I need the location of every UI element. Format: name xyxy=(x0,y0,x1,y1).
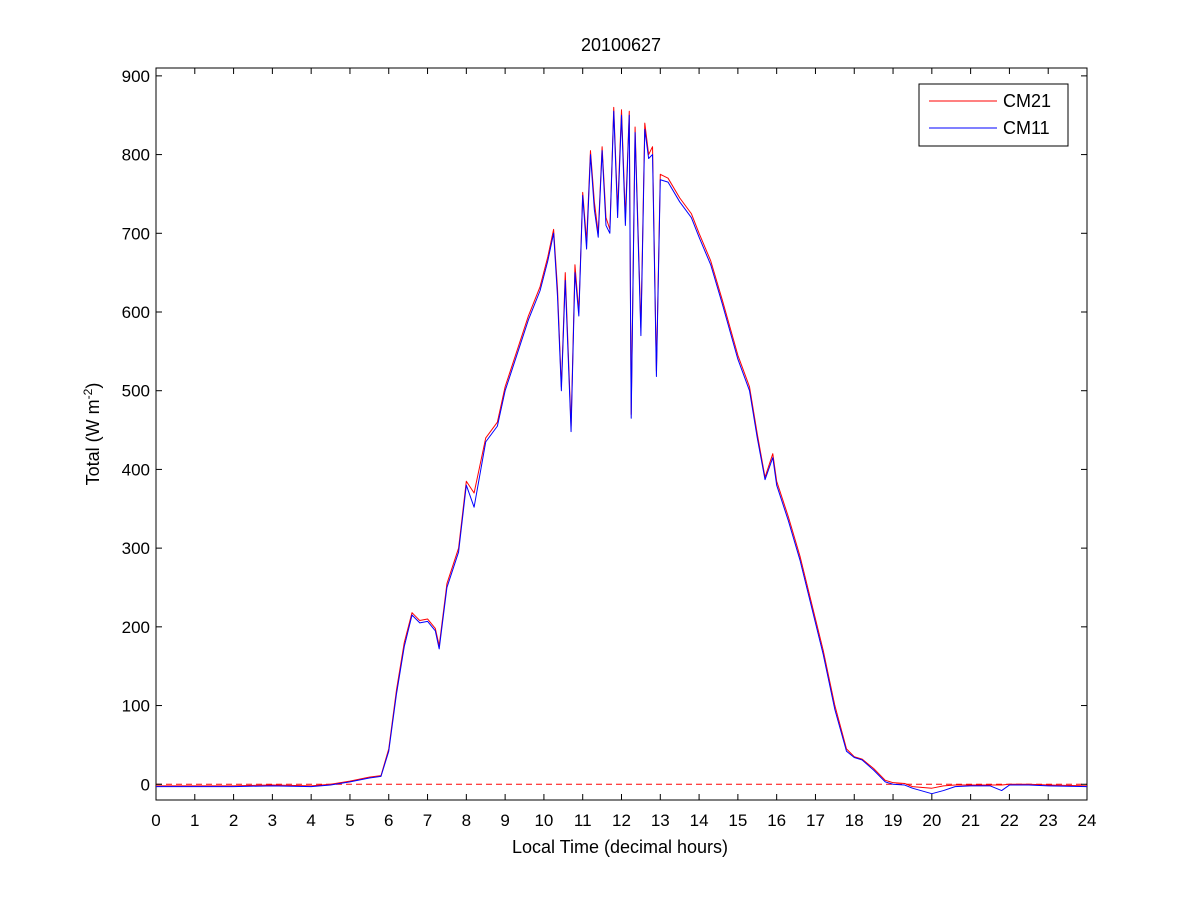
y-axis-label-superscript: -2 xyxy=(81,388,95,399)
x-tick-label: 15 xyxy=(728,811,747,830)
x-tick-label: 18 xyxy=(845,811,864,830)
y-tick-label: 300 xyxy=(122,539,150,558)
y-axis-label: Total (W m-2) xyxy=(81,383,103,486)
axes-box xyxy=(155,67,1088,801)
legend-box xyxy=(918,83,1069,147)
x-tick-label: 6 xyxy=(384,811,393,830)
x-axis-ticks: 0 1 2 3 4 5 6 7 8 9 10 11 12 13 14 15 16 17 18 19 20 21 22 23 24 xyxy=(151,68,1096,830)
series-layer xyxy=(156,106,1088,795)
x-tick-label: 17 xyxy=(806,811,825,830)
y-tick-label: 900 xyxy=(122,67,150,86)
x-axis-label: Local Time (decimal hours) xyxy=(512,837,728,857)
y-axis-label-prefix: Total (W m xyxy=(83,399,103,485)
series-line-cm21 xyxy=(156,106,1088,789)
x-tick-label: 9 xyxy=(500,811,509,830)
y-tick-label: 0 xyxy=(141,775,150,794)
y-tick-label: 700 xyxy=(122,224,150,243)
x-tick-label: 23 xyxy=(1039,811,1058,830)
x-tick-label: 7 xyxy=(423,811,432,830)
chart-title: 20100627 xyxy=(581,35,661,55)
x-tick-label: 16 xyxy=(767,811,786,830)
legend-label-cm21: CM21 xyxy=(1003,91,1051,111)
y-tick-label: 600 xyxy=(122,303,150,322)
x-tick-label: 1 xyxy=(190,811,199,830)
y-axis-label-suffix: ) xyxy=(83,383,103,389)
x-tick-label: 5 xyxy=(345,811,354,830)
x-tick-label: 19 xyxy=(884,811,903,830)
y-tick-label: 500 xyxy=(122,382,150,401)
series-line-cm11 xyxy=(156,110,1088,795)
x-tick-label: 10 xyxy=(534,811,553,830)
y-tick-label: 800 xyxy=(122,146,150,165)
x-tick-label: 8 xyxy=(462,811,471,830)
x-tick-label: 4 xyxy=(306,811,315,830)
x-tick-label: 3 xyxy=(268,811,277,830)
x-tick-label: 2 xyxy=(229,811,238,830)
y-tick-label: 200 xyxy=(122,618,150,637)
x-tick-label: 21 xyxy=(961,811,980,830)
x-tick-label: 24 xyxy=(1078,811,1097,830)
x-tick-label: 20 xyxy=(922,811,941,830)
x-tick-label: 13 xyxy=(651,811,670,830)
x-tick-label: 12 xyxy=(612,811,631,830)
y-axis-ticks: 0 100 200 300 400 500 600 700 800 900 xyxy=(122,67,1087,794)
x-tick-label: 22 xyxy=(1000,811,1019,830)
y-tick-label: 100 xyxy=(122,697,150,716)
x-tick-label: 0 xyxy=(151,811,160,830)
legend-label-cm11: CM11 xyxy=(1003,118,1050,138)
x-tick-label: 11 xyxy=(574,811,592,830)
x-tick-label: 14 xyxy=(690,811,709,830)
plot-area: 0 1 2 3 4 5 6 7 8 9 10 11 12 13 14 15 16 17 18 19 20 21 22 23 24… xyxy=(122,67,1097,830)
legend: CM21 CM11 xyxy=(918,83,1069,147)
y-tick-label: 400 xyxy=(122,460,150,479)
